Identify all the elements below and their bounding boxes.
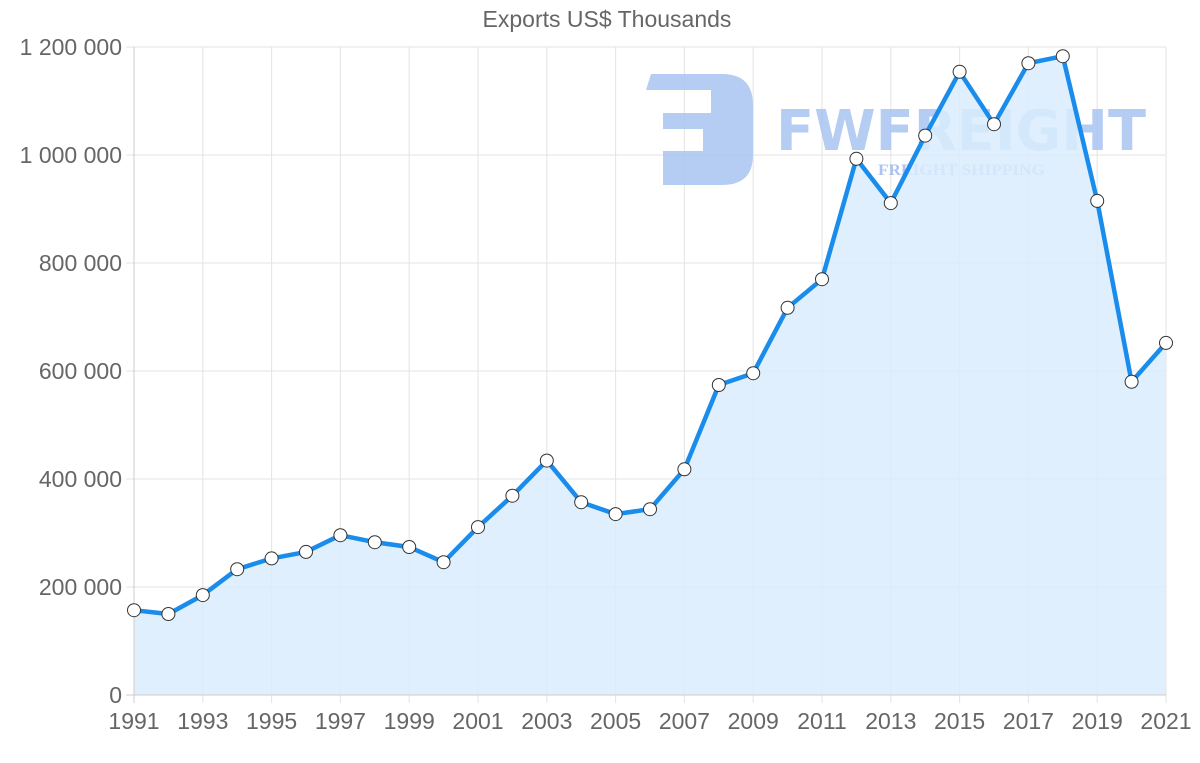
- x-tick-label: 2011: [797, 708, 846, 734]
- y-tick-label: 0: [109, 682, 122, 708]
- data-point-1995[interactable]: [264, 551, 279, 566]
- x-tick-label: 1999: [384, 708, 435, 734]
- data-point-2019[interactable]: [1090, 193, 1105, 208]
- x-tick-label: 2003: [521, 708, 572, 734]
- data-point-2005[interactable]: [608, 507, 623, 522]
- data-point-1993[interactable]: [195, 588, 210, 603]
- x-tick-label: 2019: [1072, 708, 1123, 734]
- data-point-1998[interactable]: [367, 535, 382, 550]
- x-tick-label: 2005: [590, 708, 641, 734]
- data-point-2020[interactable]: [1124, 374, 1139, 389]
- x-tick-label: 1993: [177, 708, 228, 734]
- data-point-2003[interactable]: [539, 453, 554, 468]
- y-tick-label: 400 000: [39, 466, 122, 492]
- x-tick-label: 2001: [452, 708, 503, 734]
- data-point-2007[interactable]: [677, 462, 692, 477]
- x-tick-label: 2021: [1140, 708, 1191, 734]
- x-tick-label: 2007: [659, 708, 710, 734]
- data-point-2006[interactable]: [643, 502, 657, 517]
- x-tick-label: 1995: [246, 708, 297, 734]
- axes: [126, 47, 1166, 703]
- data-point-2008[interactable]: [711, 378, 726, 392]
- y-tick-label: 200 000: [39, 574, 122, 600]
- data-point-2012[interactable]: [849, 151, 864, 166]
- data-point-2015[interactable]: [952, 64, 967, 79]
- x-tick-label: 2009: [728, 708, 779, 734]
- data-point-1996[interactable]: [299, 544, 313, 559]
- data-point-1997[interactable]: [333, 528, 348, 543]
- data-point-2018[interactable]: [1055, 49, 1070, 64]
- data-point-1999[interactable]: [402, 540, 417, 554]
- data-point-2009[interactable]: [746, 366, 761, 381]
- chart-title: Exports US$ Thousands: [482, 6, 732, 32]
- data-point-2001[interactable]: [471, 520, 485, 535]
- y-axis-labels: 0 200 000 400 000 600 000 800 000 1 000 000 1 …: [20, 34, 122, 708]
- area-fill: [134, 56, 1166, 695]
- x-tick-label: 1997: [315, 708, 366, 734]
- data-point-2000[interactable]: [436, 555, 451, 570]
- x-tick-label: 2015: [934, 708, 985, 734]
- data-point-2013[interactable]: [883, 196, 898, 211]
- area-fill-path: [134, 56, 1166, 695]
- y-tick-label: 600 000: [39, 358, 122, 384]
- data-point-2014[interactable]: [918, 128, 933, 143]
- y-tick-label: 1 000 000: [20, 142, 122, 168]
- fwfreight-logo-icon: [646, 74, 753, 185]
- data-point-2017[interactable]: [1021, 56, 1036, 71]
- data-point-2016[interactable]: [987, 117, 1001, 132]
- data-point-1994[interactable]: [230, 562, 245, 577]
- data-point-1992[interactable]: [161, 607, 176, 621]
- x-axis-labels: 1991 1993 1995 1997 1999 2001 2003 2005 2007 2009…: [108, 708, 1191, 734]
- data-point-2002[interactable]: [505, 488, 520, 503]
- x-tick-label: 2017: [1003, 708, 1054, 734]
- data-point-2010[interactable]: [780, 300, 795, 315]
- data-point-2021[interactable]: [1159, 335, 1173, 350]
- data-points: [127, 49, 1173, 621]
- y-tick-label: 800 000: [39, 250, 122, 276]
- x-tick-label: 2013: [865, 708, 916, 734]
- x-tick-label: 1991: [108, 708, 159, 734]
- y-tick-label: 1 200 000: [20, 34, 122, 60]
- data-point-2004[interactable]: [574, 495, 589, 510]
- data-point-2011[interactable]: [815, 272, 829, 287]
- data-point-1991[interactable]: [127, 603, 141, 618]
